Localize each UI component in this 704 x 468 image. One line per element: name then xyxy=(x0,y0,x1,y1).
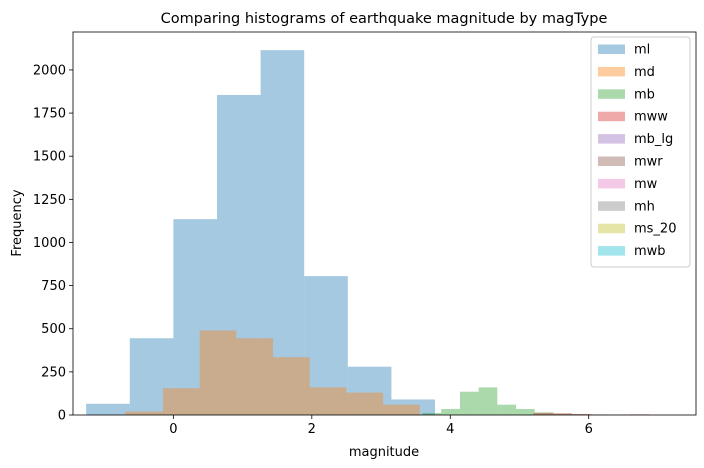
bar-mb xyxy=(553,413,573,415)
legend-label-mb_lg: mb_lg xyxy=(634,132,673,147)
x-axis-label: magnitude xyxy=(349,445,419,460)
bar-ml xyxy=(86,403,130,415)
bar-ml xyxy=(304,276,348,415)
y-axis-label: Frequency xyxy=(10,189,25,256)
legend-label-mh: mh xyxy=(634,199,655,214)
bar-ml xyxy=(216,94,261,416)
bar-ml xyxy=(391,399,436,415)
y-tick-label: 1000 xyxy=(33,236,66,251)
bar-md xyxy=(199,330,237,415)
bar-mww xyxy=(572,413,592,415)
bar-md xyxy=(273,357,310,415)
legend-swatch-mh xyxy=(598,201,625,211)
legend-swatch-mw xyxy=(598,178,625,189)
x-axis-ticks: 0 2 4 6 xyxy=(169,415,593,437)
x-tick-label: 4 xyxy=(446,422,454,437)
legend-swatch-md xyxy=(598,66,625,77)
bar-mb xyxy=(478,387,498,415)
bars-layer xyxy=(86,50,650,416)
bar-ml xyxy=(260,50,305,415)
legend-swatch-ml xyxy=(598,44,625,54)
legend-swatch-mwr xyxy=(598,156,625,166)
bar-mww xyxy=(533,412,553,415)
y-tick-label: 500 xyxy=(41,322,66,337)
bar-md xyxy=(162,388,200,415)
bar-md xyxy=(383,404,420,415)
y-tick-label: 1750 xyxy=(33,107,66,122)
legend-swatch-mb_lg xyxy=(598,134,625,144)
bar-mb xyxy=(422,412,442,415)
legend-label-mww: mww xyxy=(634,110,668,125)
legend-swatch-ms_20 xyxy=(598,223,625,234)
legend-swatch-mb xyxy=(598,89,625,99)
legend-swatch-mww xyxy=(598,111,625,122)
bar-mb xyxy=(534,412,554,415)
legend-frame xyxy=(590,36,691,268)
legend-label-mwb: mwb xyxy=(634,244,666,259)
x-tick-label: 0 xyxy=(169,422,177,437)
x-tick-label: 2 xyxy=(308,422,316,437)
legend-label-mwr: mwr xyxy=(634,155,663,170)
bar-ml xyxy=(173,219,217,415)
plot-frame xyxy=(72,31,697,416)
legend-swatch-mwb xyxy=(598,246,625,256)
bar-md xyxy=(236,338,274,415)
y-tick-label: 1500 xyxy=(33,150,66,165)
bar-mb xyxy=(459,391,479,415)
bar-mww xyxy=(552,413,573,415)
y-tick-label: 1250 xyxy=(33,193,66,208)
legend-label-mw: mw xyxy=(634,177,658,192)
bar-ml xyxy=(129,338,174,415)
y-tick-label: 0 xyxy=(58,409,66,424)
bar-md xyxy=(346,392,384,415)
legend-label-md: md xyxy=(634,65,655,80)
legend-label-ml: ml xyxy=(634,43,650,58)
y-axis-ticks: 0 250 500 750 1000 1250 1500 1750 2000 xyxy=(33,63,73,424)
legend-label-mb: mb xyxy=(634,87,655,102)
y-tick-label: 250 xyxy=(41,365,66,380)
bar-md xyxy=(309,387,347,415)
y-tick-label: 2000 xyxy=(33,63,66,78)
legend-label-ms_20: ms_20 xyxy=(634,222,676,237)
x-tick-label: 6 xyxy=(585,422,593,437)
chart-title: Comparing histograms of earthquake magni… xyxy=(161,11,608,27)
bar-mb xyxy=(497,404,517,415)
bar-md xyxy=(124,411,163,415)
y-tick-label: 750 xyxy=(41,279,66,294)
bar-mb xyxy=(516,408,535,415)
bar-mb xyxy=(441,408,460,415)
bar-ml xyxy=(347,366,392,415)
